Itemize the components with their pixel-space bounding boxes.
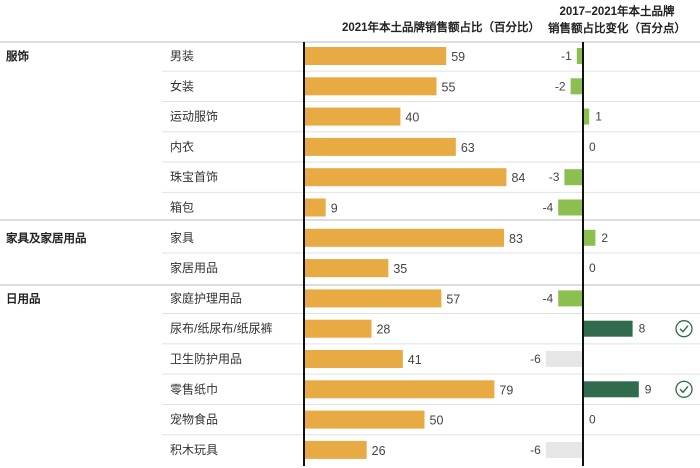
share-value-label: 28 xyxy=(376,323,390,337)
share-value-label: 84 xyxy=(511,171,525,185)
change-value-label: -6 xyxy=(530,352,541,366)
row-label: 箱包 xyxy=(170,200,194,215)
row-label: 宠物食品 xyxy=(170,412,218,427)
share-bar xyxy=(304,440,367,459)
share-value-label: 63 xyxy=(461,141,475,155)
category-label: 家具及家居用品 xyxy=(6,231,87,245)
change-bar xyxy=(564,169,583,186)
change-bar xyxy=(583,229,596,246)
share-value-label: 59 xyxy=(451,50,465,64)
row-label: 珠宝首饰 xyxy=(170,170,218,184)
share-value-label: 26 xyxy=(372,444,386,458)
chart-title-change-line2: 销售额占比变化（百分点） xyxy=(548,21,686,35)
change-bar xyxy=(583,320,633,337)
chart-title-share: 2021年本土品牌销售额占比（百分比） xyxy=(342,20,540,34)
share-value-label: 9 xyxy=(331,202,338,216)
change-value-label: 0 xyxy=(589,413,596,427)
share-value-label: 50 xyxy=(430,414,444,428)
share-bar xyxy=(304,198,326,217)
row-label: 男装 xyxy=(170,49,194,63)
share-bar xyxy=(304,319,372,338)
share-bar xyxy=(304,410,425,429)
change-bar xyxy=(545,351,583,367)
change-bar xyxy=(576,48,583,64)
row-label: 积木玩具 xyxy=(170,443,218,457)
share-bar xyxy=(304,380,495,399)
row-label: 内衣 xyxy=(170,139,194,154)
row-label: 女装 xyxy=(170,78,194,93)
row-label: 家庭护理用品 xyxy=(170,290,242,305)
row-label: 卫生防护用品 xyxy=(170,351,242,366)
share-bar xyxy=(304,47,447,65)
share-value-label: 57 xyxy=(446,292,460,306)
share-bar xyxy=(304,107,401,126)
change-bar xyxy=(583,108,590,125)
change-value-label: -4 xyxy=(543,291,554,305)
share-bar xyxy=(304,350,403,368)
change-value-label: 9 xyxy=(645,382,652,396)
change-bar xyxy=(558,290,583,307)
chart-title-change-line1: 2017–2021年本土品牌 xyxy=(559,4,675,18)
share-bar xyxy=(304,77,437,96)
change-value-label: -1 xyxy=(561,49,572,63)
share-bar xyxy=(304,289,442,308)
change-value-label: 2 xyxy=(601,231,608,245)
check-circle-icon xyxy=(675,320,693,338)
share-value-label: 41 xyxy=(408,353,422,367)
share-bar xyxy=(304,168,507,187)
change-value-label: -6 xyxy=(530,443,541,457)
share-bar xyxy=(304,137,456,156)
change-bar xyxy=(583,381,639,398)
change-value-label: -2 xyxy=(555,79,566,93)
change-value-label: 0 xyxy=(589,261,596,275)
share-value-label: 83 xyxy=(509,232,523,246)
category-label: 日用品 xyxy=(6,291,41,305)
share-bar xyxy=(304,228,505,247)
change-bar xyxy=(570,78,583,95)
change-bar xyxy=(558,199,583,216)
share-value-label: 40 xyxy=(405,111,419,125)
change-value-label: 8 xyxy=(639,322,646,336)
row-label: 运动服饰 xyxy=(170,110,218,124)
share-value-label: 79 xyxy=(499,383,513,397)
share-value-label: 35 xyxy=(393,262,407,276)
check-circle-icon xyxy=(675,380,693,398)
row-label: 尿布/纸尿布/纸尿裤 xyxy=(170,322,273,336)
category-label: 服饰 xyxy=(6,49,29,63)
row-label: 家居用品 xyxy=(170,260,218,275)
row-label: 家具 xyxy=(170,230,194,245)
share-bar xyxy=(304,259,389,278)
share-value-label: 55 xyxy=(442,80,456,94)
change-value-label: -4 xyxy=(543,201,554,215)
change-value-label: 0 xyxy=(589,140,596,154)
row-label: 零售纸巾 xyxy=(170,381,218,396)
change-value-label: 1 xyxy=(595,110,602,124)
change-bar xyxy=(545,441,583,458)
change-value-label: -3 xyxy=(549,170,560,184)
